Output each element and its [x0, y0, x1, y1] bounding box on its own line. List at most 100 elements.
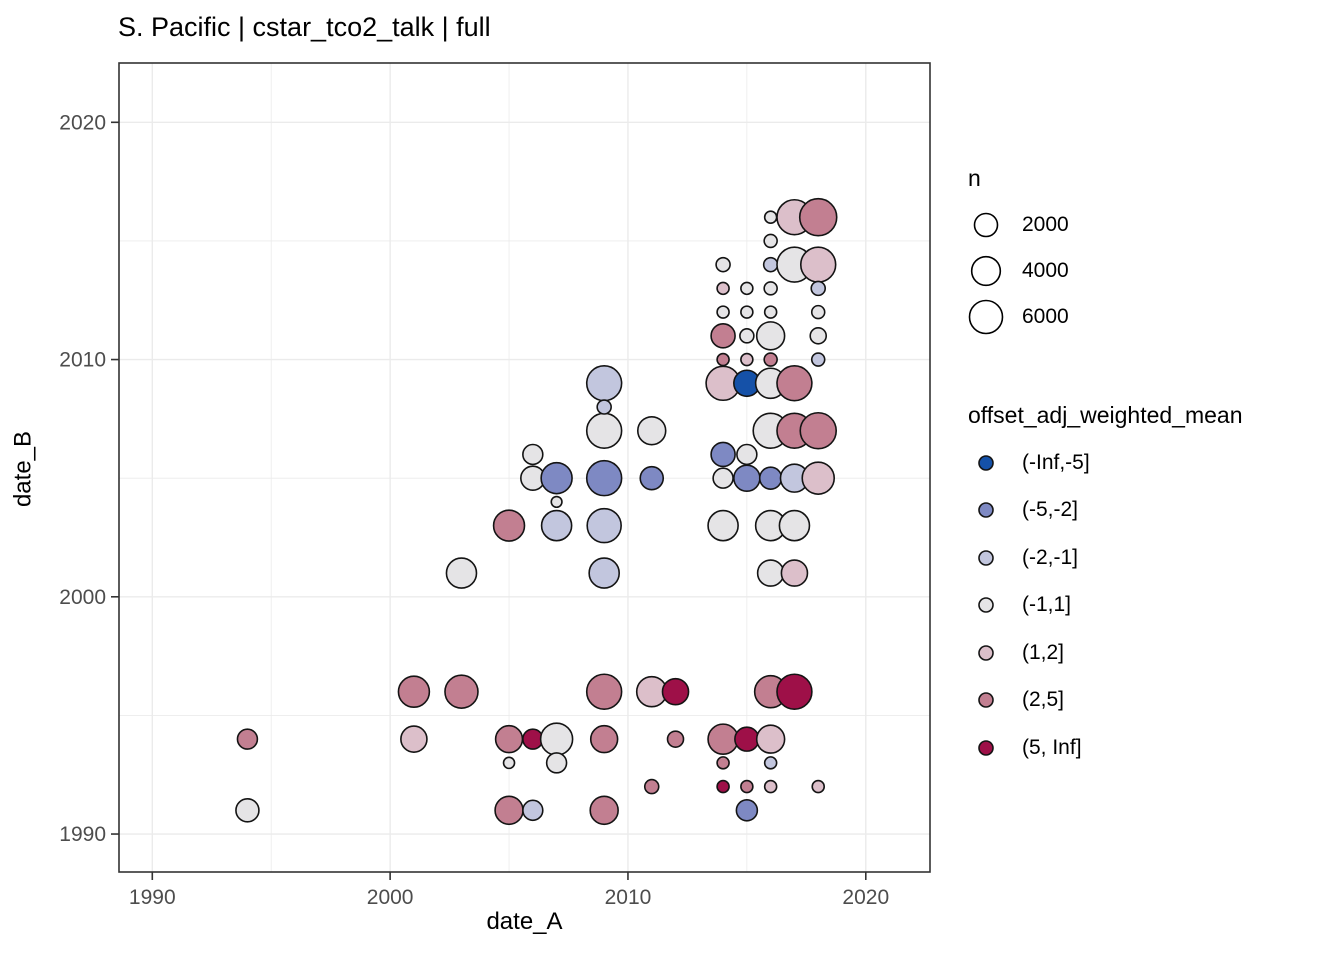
data-bubble — [540, 509, 573, 542]
color-legend-item: (2,5] — [966, 677, 1243, 725]
color-legend-swatch — [978, 692, 994, 709]
data-bubble — [585, 459, 623, 497]
panel-border — [118, 62, 931, 873]
data-bubble — [763, 233, 778, 249]
data-bubble — [494, 724, 524, 754]
size-legend-item: 2000 — [966, 202, 1069, 248]
y-axis-title: date_B — [9, 430, 37, 508]
data-bubble — [596, 399, 612, 415]
data-bubble — [810, 304, 826, 320]
color-legend-swatch — [978, 454, 994, 471]
size-legend-circle — [970, 255, 1002, 287]
data-bubble — [661, 677, 690, 706]
size-legend-title: n — [968, 165, 981, 191]
color-legend-label: (-5,-2] — [1022, 498, 1079, 522]
data-bubble — [492, 509, 526, 542]
data-bubble — [710, 323, 736, 349]
data-bubble — [643, 778, 660, 795]
data-bubble — [585, 673, 623, 710]
data-bubble — [550, 495, 563, 509]
data-bubble — [740, 352, 754, 367]
data-bubble — [589, 724, 619, 754]
y-tick-label: 1990 — [59, 823, 106, 846]
data-bubble — [763, 210, 778, 225]
data-bubble — [400, 725, 428, 753]
data-bubble — [763, 352, 778, 367]
data-bubble — [780, 559, 809, 587]
data-bubble — [739, 328, 755, 344]
x-tick-label: 2000 — [367, 886, 414, 909]
data-bubble — [716, 779, 730, 794]
y-tick-label: 2000 — [59, 586, 106, 609]
data-bubble — [540, 461, 573, 495]
data-bubble — [810, 280, 827, 297]
size-legend-label: 6000 — [1022, 305, 1069, 328]
size-legend: n 2000 4000 6000 — [966, 165, 1069, 340]
data-bubble — [755, 321, 786, 351]
data-bubble — [502, 756, 516, 770]
color-legend-swatch — [978, 597, 994, 614]
color-legend: offset_adj_weighted_mean (-Inf,-5] (-5,-2… — [966, 402, 1243, 772]
color-legend-item: (-2,-1] — [966, 534, 1243, 582]
data-bubble — [445, 557, 478, 589]
data-bubble — [397, 675, 431, 708]
color-legend-item: (-1,1] — [966, 582, 1243, 630]
size-legend-item: 4000 — [966, 248, 1069, 294]
data-bubble — [707, 723, 739, 755]
data-bubble — [522, 728, 544, 750]
data-bubble — [756, 559, 785, 587]
data-bubble — [776, 365, 813, 402]
data-bubble — [740, 305, 754, 319]
data-bubble — [758, 466, 783, 490]
chart-title: S. Pacific | cstar_tco2_talk | full — [118, 12, 491, 42]
x-tick-label: 1990 — [129, 886, 176, 909]
data-bubble — [716, 305, 730, 319]
data-bubble — [740, 281, 754, 296]
color-legend-label: (5, Inf] — [1022, 735, 1082, 759]
data-bubble — [740, 779, 754, 794]
color-legend-title: offset_adj_weighted_mean — [968, 402, 1243, 428]
color-legend-label: (-1,1] — [1022, 593, 1072, 617]
data-bubble — [736, 443, 758, 466]
data-bubble — [522, 443, 544, 466]
data-bubble — [666, 730, 685, 748]
data-bubble — [585, 412, 623, 449]
data-bubble — [716, 281, 730, 296]
data-bubble — [236, 728, 259, 750]
data-bubble — [639, 465, 665, 491]
data-bubble — [733, 464, 761, 493]
color-legend-item: (-Inf,-5] — [966, 439, 1243, 487]
size-legend-label: 2000 — [1022, 213, 1069, 236]
size-legend-items: 2000 4000 6000 — [966, 202, 1069, 340]
data-bubble — [778, 509, 811, 542]
color-legend-swatch — [978, 644, 994, 661]
data-bubble — [801, 461, 836, 495]
color-legend-swatch — [978, 739, 994, 756]
data-bubble — [636, 415, 667, 446]
data-bubble — [799, 411, 838, 450]
data-bubble — [763, 756, 778, 770]
data-bubble — [444, 674, 479, 709]
data-bubble — [811, 779, 826, 794]
size-legend-item: 6000 — [966, 294, 1069, 340]
color-legend-swatch — [978, 502, 994, 519]
y-tick-label: 2010 — [59, 349, 106, 372]
color-legend-label: (-Inf,-5] — [1022, 450, 1090, 474]
data-bubble — [588, 557, 620, 589]
data-bubble — [235, 798, 260, 823]
color-legend-label: (1,2] — [1022, 640, 1065, 664]
data-bubble — [585, 365, 623, 402]
data-bubble — [522, 799, 544, 822]
data-bubble — [776, 673, 813, 710]
data-bubble — [545, 752, 568, 774]
data-bubble — [734, 726, 760, 752]
x-tick-label: 2020 — [842, 886, 889, 909]
color-legend-items: (-Inf,-5] (-5,-2] (-2,-1] (-1,1] (1,2] (2,5] (… — [966, 439, 1243, 772]
data-bubble — [763, 281, 778, 296]
data-bubble — [763, 779, 778, 794]
color-legend-item: (-5,-2] — [966, 487, 1243, 535]
data-bubble — [799, 246, 837, 283]
data-bubble — [539, 722, 574, 756]
